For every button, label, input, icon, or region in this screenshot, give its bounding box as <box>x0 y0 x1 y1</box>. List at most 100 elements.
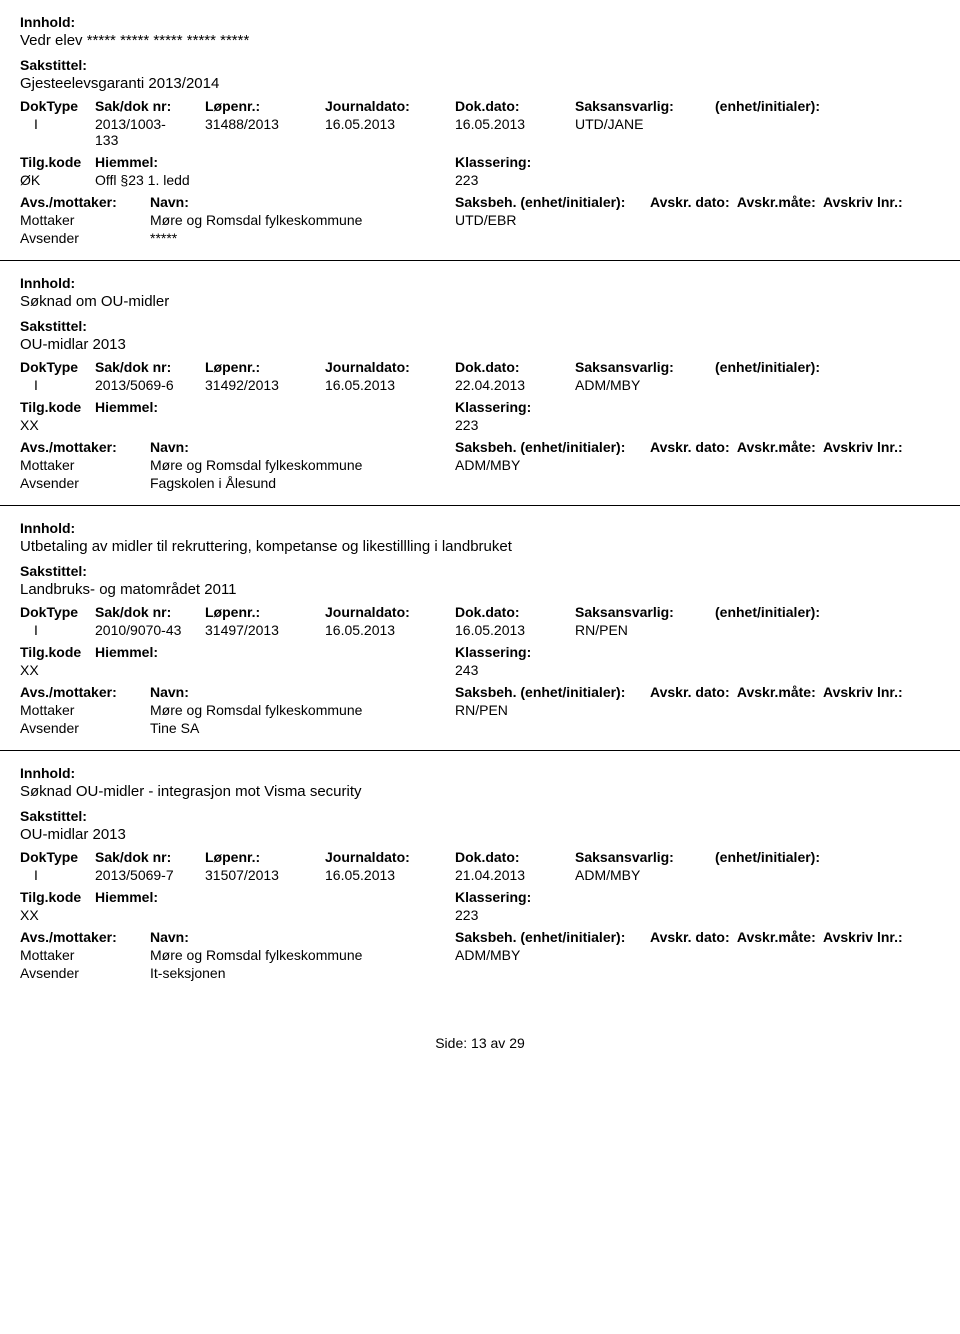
avskr-labels: Avskr. dato: Avskr.måte: Avskriv lnr.: <box>650 439 940 455</box>
col-dokdato: Dok.dato: <box>455 849 575 865</box>
tilg-value-row: XX 243 <box>20 662 940 678</box>
avs-header-row: Avs./mottaker: Navn: Saksbeh. (enhet/ini… <box>20 929 940 945</box>
col-lopenr: Løpenr.: <box>205 359 325 375</box>
saksbeh-label: Saksbeh. (enhet/initialer): <box>455 439 650 455</box>
mottaker-row: Mottaker Møre og Romsdal fylkeskommune U… <box>20 212 940 228</box>
col-doktype: DokType <box>20 604 95 620</box>
doktype-value: I <box>20 622 95 638</box>
tilgkode-label: Tilg.kode <box>20 399 95 415</box>
tilgkode-value: XX <box>20 417 95 433</box>
mottaker-saksbeh: RN/PEN <box>455 702 650 718</box>
tilg-header-row: Tilg.kode Hiemmel: Klassering: <box>20 154 940 170</box>
tilg-value-row: ØK Offl §23 1. ledd 223 <box>20 172 940 188</box>
innhold-value: Søknad OU-midler - integrasjon mot Visma… <box>20 783 940 800</box>
col-enhet: (enhet/initialer): <box>715 849 940 865</box>
lopenr-value: 31488/2013 <box>205 116 325 148</box>
columns-values: I 2013/5069-7 31507/2013 16.05.2013 21.0… <box>20 867 940 883</box>
lopenr-value: 31497/2013 <box>205 622 325 638</box>
doktype-value: I <box>20 116 95 148</box>
innhold-value: Søknad om OU-midler <box>20 293 940 310</box>
dokdato-value: 16.05.2013 <box>455 622 575 638</box>
tilgkode-value: XX <box>20 662 95 678</box>
hjemmel-label: Hiemmel: <box>95 889 455 905</box>
columns-values: I 2010/9070-43 31497/2013 16.05.2013 16.… <box>20 622 940 638</box>
saksbeh-label: Saksbeh. (enhet/initialer): <box>455 194 650 210</box>
col-saksansvarlig: Saksansvarlig: <box>575 604 715 620</box>
lopenr-value: 31507/2013 <box>205 867 325 883</box>
avsender-navn: It-seksjonen <box>150 965 455 981</box>
page-footer: Side: 13 av 29 <box>0 1035 960 1061</box>
sakstittel-label: Sakstittel: <box>20 57 940 73</box>
sakstittel-value: OU-midlar 2013 <box>20 826 940 843</box>
sakstittel-label: Sakstittel: <box>20 318 940 334</box>
saksbeh-label: Saksbeh. (enhet/initialer): <box>455 929 650 945</box>
avsmottaker-label: Avs./mottaker: <box>20 439 150 455</box>
mottaker-saksbeh: ADM/MBY <box>455 457 650 473</box>
sakdok-value: 2013/5069-7 <box>95 867 205 883</box>
tilgkode-label: Tilg.kode <box>20 889 95 905</box>
col-saksansvarlig: Saksansvarlig: <box>575 849 715 865</box>
innhold-label: Innhold: <box>20 14 940 30</box>
innhold-label: Innhold: <box>20 520 940 536</box>
col-lopenr: Løpenr.: <box>205 604 325 620</box>
col-enhet: (enhet/initialer): <box>715 604 940 620</box>
col-sakdok: Sak/dok nr: <box>95 604 205 620</box>
mottaker-label: Mottaker <box>20 947 150 963</box>
columns-header: DokType Sak/dok nr: Løpenr.: Journaldato… <box>20 849 940 865</box>
col-sakdok: Sak/dok nr: <box>95 98 205 114</box>
footer-total: 29 <box>509 1035 525 1051</box>
journal-record: Innhold: Søknad om OU-midler Sakstittel:… <box>0 261 960 506</box>
columns-values: I 2013/1003-133 31488/2013 16.05.2013 16… <box>20 116 940 148</box>
mottaker-label: Mottaker <box>20 457 150 473</box>
mottaker-row: Mottaker Møre og Romsdal fylkeskommune A… <box>20 947 940 963</box>
col-journaldato: Journaldato: <box>325 849 455 865</box>
mottaker-navn: Møre og Romsdal fylkeskommune <box>150 457 455 473</box>
mottaker-saksbeh: UTD/EBR <box>455 212 650 228</box>
hjemmel-value <box>95 417 455 433</box>
sakdok-value: 2010/9070-43 <box>95 622 205 638</box>
mottaker-label: Mottaker <box>20 212 150 228</box>
sakstittel-label: Sakstittel: <box>20 563 940 579</box>
avskr-labels: Avskr. dato: Avskr.måte: Avskriv lnr.: <box>650 194 940 210</box>
klassering-value: 223 <box>455 172 940 188</box>
tilg-header-row: Tilg.kode Hiemmel: Klassering: <box>20 399 940 415</box>
footer-side-label: Side: <box>435 1035 467 1051</box>
klassering-label: Klassering: <box>455 889 940 905</box>
hjemmel-label: Hiemmel: <box>95 154 455 170</box>
col-enhet: (enhet/initialer): <box>715 359 940 375</box>
saksansvarlig-value: ADM/MBY <box>575 377 715 393</box>
klassering-value: 223 <box>455 417 940 433</box>
tilg-header-row: Tilg.kode Hiemmel: Klassering: <box>20 644 940 660</box>
avsender-row: Avsender Fagskolen i Ålesund <box>20 475 940 491</box>
col-dokdato: Dok.dato: <box>455 98 575 114</box>
avsender-label: Avsender <box>20 720 150 736</box>
journal-record: Innhold: Vedr elev ***** ***** ***** ***… <box>0 0 960 261</box>
col-journaldato: Journaldato: <box>325 604 455 620</box>
hjemmel-label: Hiemmel: <box>95 644 455 660</box>
doktype-value: I <box>20 377 95 393</box>
navn-label: Navn: <box>150 929 455 945</box>
sakdok-value: 2013/5069-6 <box>95 377 205 393</box>
col-doktype: DokType <box>20 849 95 865</box>
klassering-value: 223 <box>455 907 940 923</box>
avskr-labels: Avskr. dato: Avskr.måte: Avskriv lnr.: <box>650 684 940 700</box>
col-saksansvarlig: Saksansvarlig: <box>575 98 715 114</box>
hjemmel-value <box>95 907 455 923</box>
tilgkode-label: Tilg.kode <box>20 154 95 170</box>
sakdok-value: 2013/1003-133 <box>95 116 205 148</box>
col-sakdok: Sak/dok nr: <box>95 359 205 375</box>
mottaker-row: Mottaker Møre og Romsdal fylkeskommune R… <box>20 702 940 718</box>
tilgkode-value: ØK <box>20 172 95 188</box>
avsmottaker-label: Avs./mottaker: <box>20 194 150 210</box>
tilgkode-label: Tilg.kode <box>20 644 95 660</box>
navn-label: Navn: <box>150 439 455 455</box>
mottaker-navn: Møre og Romsdal fylkeskommune <box>150 947 455 963</box>
avskr-labels: Avskr. dato: Avskr.måte: Avskriv lnr.: <box>650 929 940 945</box>
avs-header-row: Avs./mottaker: Navn: Saksbeh. (enhet/ini… <box>20 439 940 455</box>
dokdato-value: 21.04.2013 <box>455 867 575 883</box>
dokdato-value: 22.04.2013 <box>455 377 575 393</box>
tilg-value-row: XX 223 <box>20 907 940 923</box>
saksansvarlig-value: ADM/MBY <box>575 867 715 883</box>
klassering-label: Klassering: <box>455 399 940 415</box>
sakstittel-value: OU-midlar 2013 <box>20 336 940 353</box>
